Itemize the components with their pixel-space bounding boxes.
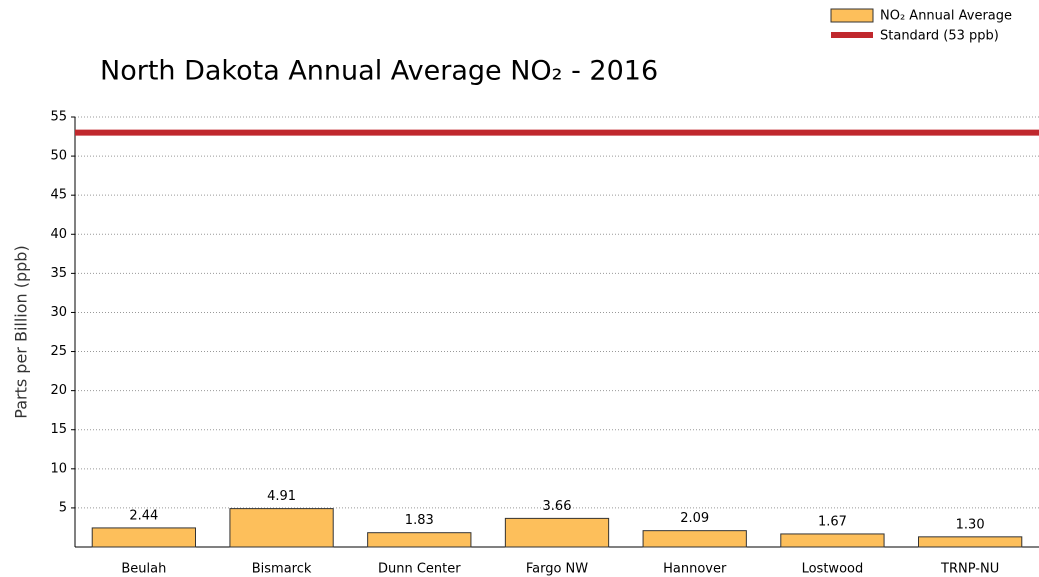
bar (91, 527, 196, 548)
x-tick-label: Lostwood (802, 562, 864, 577)
y-tick-label: 50 (50, 149, 67, 164)
legend-label: NO₂ Annual Average (880, 9, 1012, 24)
data-label: 1.67 (818, 514, 847, 529)
y-tick-label: 30 (50, 305, 67, 320)
x-tick-label: Bismarck (252, 562, 312, 577)
y-tick-label: 15 (50, 422, 67, 437)
data-label: 4.91 (267, 489, 296, 504)
x-tick-label: TRNP-NU (940, 562, 999, 577)
y-tick-label: 25 (50, 344, 67, 359)
data-label: 2.44 (129, 508, 158, 523)
bar (367, 532, 472, 548)
bar (642, 530, 747, 548)
x-tick-label: Fargo NW (526, 562, 588, 577)
bar (504, 517, 610, 548)
y-tick-label: 55 (50, 110, 67, 125)
y-tick-label: 45 (50, 188, 67, 203)
y-tick-label: 20 (50, 383, 67, 398)
data-label: 1.83 (405, 513, 434, 528)
y-tick-label: 40 (50, 227, 67, 242)
x-tick-label: Beulah (121, 562, 166, 577)
x-tick-label: Hannover (663, 562, 727, 577)
y-axis-label: Parts per Billion (ppb) (12, 245, 31, 418)
bar (780, 533, 885, 548)
bar (918, 536, 1023, 548)
chart-title: North Dakota Annual Average NO₂ - 2016 (100, 56, 658, 87)
legend-label: Standard (53 ppb) (880, 29, 999, 44)
x-tick-label: Dunn Center (378, 562, 461, 577)
y-tick-label: 10 (50, 461, 67, 476)
bar (229, 508, 334, 548)
data-label: 1.30 (956, 517, 985, 532)
legend-swatch (830, 8, 874, 23)
y-tick-label: 5 (59, 500, 67, 515)
y-tick-label: 35 (50, 266, 67, 281)
data-label: 2.09 (680, 511, 709, 526)
data-label: 3.66 (543, 499, 572, 514)
